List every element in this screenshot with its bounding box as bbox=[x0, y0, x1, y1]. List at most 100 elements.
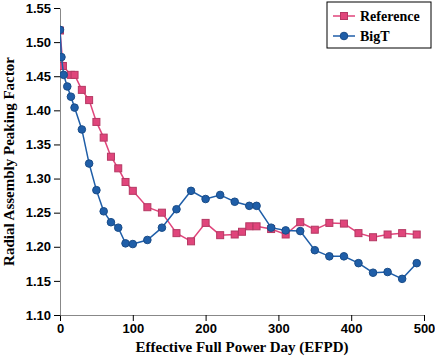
marker bbox=[216, 191, 224, 199]
x-tick-label: 300 bbox=[268, 321, 290, 336]
legend: Reference BigT bbox=[327, 2, 431, 48]
marker bbox=[122, 178, 129, 185]
marker bbox=[107, 218, 115, 226]
chart: 01002003004005001.101.151.201.251.301.35… bbox=[0, 0, 435, 357]
marker bbox=[231, 198, 239, 206]
y-tick: 1.45 bbox=[26, 69, 60, 84]
marker bbox=[93, 186, 101, 194]
marker bbox=[355, 230, 362, 237]
marker bbox=[67, 93, 75, 101]
marker bbox=[60, 71, 67, 79]
marker bbox=[267, 224, 275, 232]
y-tick: 1.25 bbox=[26, 205, 60, 220]
y-tick-mark bbox=[54, 42, 60, 43]
marker bbox=[253, 202, 261, 210]
marker bbox=[217, 232, 224, 239]
marker bbox=[311, 246, 319, 254]
marker bbox=[355, 259, 363, 267]
marker bbox=[60, 27, 64, 34]
marker bbox=[71, 104, 79, 112]
marker bbox=[231, 231, 238, 238]
x-tick-label: 200 bbox=[195, 321, 217, 336]
marker bbox=[188, 238, 195, 245]
marker bbox=[93, 118, 100, 125]
marker bbox=[384, 268, 392, 276]
y-tick: 1.50 bbox=[26, 35, 60, 50]
y-tick-label: 1.30 bbox=[26, 171, 51, 186]
y-tick-mark bbox=[54, 110, 60, 111]
x-tick: 200 bbox=[195, 315, 217, 336]
y-tick-label: 1.15 bbox=[26, 274, 51, 289]
y-tick-mark bbox=[54, 281, 60, 282]
marker bbox=[370, 234, 377, 241]
marker bbox=[340, 220, 347, 227]
plot: 01002003004005001.101.151.201.251.301.35… bbox=[26, 1, 435, 337]
marker bbox=[297, 219, 304, 226]
marker bbox=[144, 204, 151, 211]
marker bbox=[413, 231, 420, 238]
x-tick-label: 500 bbox=[414, 321, 435, 336]
x-tick-label: 400 bbox=[341, 321, 363, 336]
marker bbox=[253, 223, 260, 230]
marker bbox=[173, 230, 180, 237]
legend-label: BigT bbox=[360, 29, 390, 44]
marker bbox=[399, 230, 406, 237]
y-tick-mark bbox=[54, 179, 60, 180]
marker bbox=[246, 223, 253, 230]
marker bbox=[78, 86, 85, 93]
y-tick-mark bbox=[54, 144, 60, 145]
y-tick-label: 1.20 bbox=[26, 239, 51, 254]
marker bbox=[369, 269, 377, 277]
series-line bbox=[60, 30, 417, 279]
marker bbox=[85, 160, 93, 168]
marker bbox=[107, 153, 114, 160]
marker bbox=[71, 71, 78, 78]
x-axis: 0100200300400500 bbox=[57, 315, 435, 336]
marker bbox=[326, 253, 334, 261]
y-tick-mark bbox=[54, 315, 60, 316]
marker bbox=[115, 165, 122, 172]
marker bbox=[187, 187, 195, 195]
marker bbox=[340, 253, 348, 261]
y-tick-mark bbox=[54, 8, 60, 9]
marker bbox=[326, 219, 333, 226]
y-axis-title: Radial Assembly Peaking Factor bbox=[1, 57, 17, 266]
y-tick: 1.15 bbox=[26, 274, 60, 289]
legend-marker bbox=[340, 32, 348, 40]
y-tick-mark bbox=[54, 76, 60, 77]
marker bbox=[158, 209, 165, 216]
x-tick-mark bbox=[351, 315, 352, 321]
marker bbox=[398, 275, 406, 283]
x-axis-title: Effective Full Power Day (EFPD) bbox=[136, 339, 349, 356]
x-tick: 0 bbox=[57, 315, 64, 336]
y-tick: 1.35 bbox=[26, 137, 60, 152]
legend-item: Reference bbox=[333, 9, 420, 24]
legend-item: BigT bbox=[333, 29, 390, 44]
marker bbox=[100, 208, 108, 216]
marker bbox=[158, 224, 166, 232]
legend-label: Reference bbox=[360, 9, 420, 24]
marker bbox=[144, 236, 152, 244]
marker bbox=[60, 26, 64, 34]
marker bbox=[202, 195, 210, 203]
x-tick: 500 bbox=[414, 315, 435, 336]
y-tick: 1.40 bbox=[26, 103, 60, 118]
marker bbox=[296, 227, 304, 235]
x-tick: 400 bbox=[341, 315, 363, 336]
legend-marker bbox=[341, 13, 348, 20]
y-tick: 1.10 bbox=[26, 308, 60, 323]
marker bbox=[413, 259, 421, 267]
y-tick: 1.30 bbox=[26, 171, 60, 186]
y-tick-label: 1.50 bbox=[26, 35, 51, 50]
marker bbox=[86, 97, 93, 104]
y-tick: 1.55 bbox=[26, 1, 60, 16]
marker bbox=[60, 53, 65, 61]
y-tick-mark bbox=[54, 247, 60, 248]
x-tick-mark bbox=[206, 315, 207, 321]
x-tick-mark bbox=[278, 315, 279, 321]
marker bbox=[129, 187, 136, 194]
series-line bbox=[60, 31, 417, 242]
marker bbox=[384, 231, 391, 238]
y-axis: 1.10 1.15 1.20 1.25 1.30 1.35 1.40 1.45 1.50 1.55 bbox=[26, 1, 61, 323]
y-tick-mark bbox=[54, 213, 60, 214]
